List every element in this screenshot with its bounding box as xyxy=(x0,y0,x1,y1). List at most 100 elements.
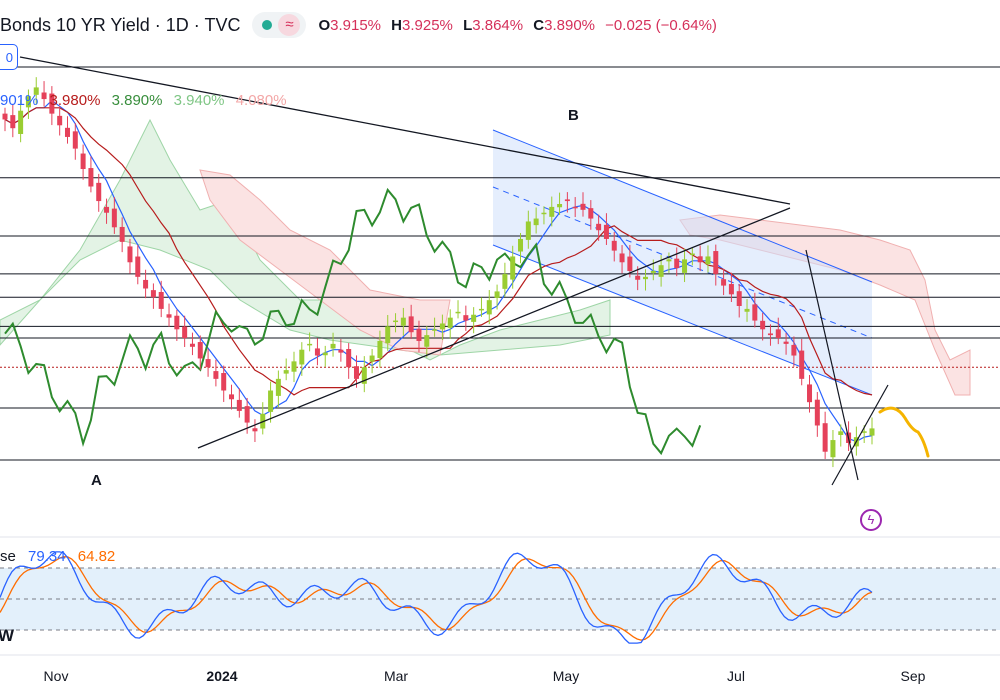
candle-body xyxy=(25,96,31,108)
candle-body xyxy=(767,333,773,336)
candle-body xyxy=(275,378,281,396)
candle-body xyxy=(642,276,648,280)
candle-body xyxy=(385,326,391,344)
indicator-badge[interactable]: 0 xyxy=(0,44,18,70)
candle-body xyxy=(88,168,94,187)
flash-icon[interactable]: ϟ xyxy=(860,509,882,531)
candle-body xyxy=(96,182,102,202)
candle-body xyxy=(619,253,625,263)
ichimoku-value: 901% xyxy=(0,92,39,109)
candle-body xyxy=(603,224,609,239)
candle-body xyxy=(775,329,781,339)
tenkan-line xyxy=(4,99,873,443)
candle-body xyxy=(57,115,63,126)
candle-body xyxy=(283,370,289,374)
candle-body xyxy=(760,320,766,330)
candle-body xyxy=(502,273,508,289)
low-label: L xyxy=(463,16,473,34)
candle-body xyxy=(80,153,86,170)
candle-body xyxy=(869,428,875,436)
candle-body xyxy=(291,361,297,372)
candle-body xyxy=(252,428,258,432)
candle-body xyxy=(533,218,539,226)
candle-body xyxy=(72,131,78,149)
candle-body xyxy=(861,431,867,433)
candle-body xyxy=(377,340,383,359)
candle-body xyxy=(213,371,219,379)
candle-body xyxy=(205,359,211,368)
ichimoku-value: 3.940% xyxy=(173,92,225,109)
candle-body xyxy=(111,208,117,228)
ichimoku-value: 4.080% xyxy=(235,92,287,109)
status-pill[interactable]: ≈ xyxy=(252,12,307,38)
candle-body xyxy=(682,259,688,273)
candle-body xyxy=(182,326,188,339)
candle-body xyxy=(744,308,750,312)
candle-body xyxy=(580,203,586,210)
stoch-k-value: 79.34 xyxy=(28,548,66,565)
wave-icon[interactable]: ≈ xyxy=(278,14,301,36)
ichimoku-value: 3.890% xyxy=(111,92,163,109)
candle-body xyxy=(10,115,16,129)
candle-body xyxy=(447,317,453,328)
candle-body xyxy=(564,199,570,202)
candle-body xyxy=(596,223,602,231)
candle-body xyxy=(33,87,39,95)
candle-body xyxy=(705,256,711,265)
candle-body xyxy=(471,314,477,322)
candle-body xyxy=(361,367,367,384)
ohlc-values: O3.915% H3.925% L3.864% C3.890% −0.025 (… xyxy=(318,17,722,34)
candle-body xyxy=(650,271,656,273)
candle-body xyxy=(674,258,680,269)
candle-body xyxy=(166,314,172,318)
point-a-label[interactable]: A xyxy=(91,472,102,489)
candle-body xyxy=(353,366,359,379)
candle-body xyxy=(752,304,758,321)
high-value: 3.925% xyxy=(402,16,453,34)
candle-body xyxy=(307,343,313,346)
candle-body xyxy=(611,240,617,251)
ichimoku-value: 3.980% xyxy=(49,92,101,109)
candle-body xyxy=(510,256,516,280)
candle-body xyxy=(393,320,399,323)
cloud-green xyxy=(0,118,611,361)
candle-body xyxy=(322,352,328,356)
candle-body xyxy=(721,279,727,286)
change-value: −0.025 (−0.64%) xyxy=(605,16,717,34)
candle-body xyxy=(822,423,828,452)
candle-body xyxy=(783,341,789,344)
close-label: C xyxy=(533,16,545,34)
candle-body xyxy=(799,350,805,379)
candle-body xyxy=(635,275,641,280)
stoch-name: se xyxy=(0,548,16,565)
chart-header: Bonds 10 YR Yield · 1D · TVC ≈ O3.915% H… xyxy=(0,10,723,40)
w-label: W xyxy=(0,626,15,645)
support-trendline xyxy=(197,207,791,449)
candle-body xyxy=(807,384,813,403)
point-b-label[interactable]: B xyxy=(568,107,579,124)
candle-body xyxy=(314,348,320,356)
candle-body xyxy=(627,256,633,272)
symbol-title[interactable]: Bonds 10 YR Yield · 1D · TVC xyxy=(0,14,241,35)
ichimoku-values: 901% 3.980% 3.890% 3.940% 4.080% xyxy=(0,92,294,109)
candle-body xyxy=(838,431,844,435)
stoch-d-value: 64.82 xyxy=(77,548,116,565)
candle-body xyxy=(158,291,164,309)
candle-body xyxy=(728,284,734,295)
candle-body xyxy=(369,355,375,362)
candle-body xyxy=(135,256,141,277)
candle-body xyxy=(463,315,469,321)
stoch-k-line xyxy=(0,551,873,644)
breakdown-trendline xyxy=(805,249,859,481)
candle-body xyxy=(150,290,156,298)
candle-body xyxy=(330,343,336,349)
candle-body xyxy=(197,342,203,359)
candle-body xyxy=(432,329,438,331)
candle-body xyxy=(119,226,125,242)
candle-body xyxy=(244,406,250,423)
candle-body xyxy=(41,92,47,100)
candle-body xyxy=(64,127,70,137)
candle-body xyxy=(666,259,672,262)
candle-body xyxy=(416,328,422,341)
